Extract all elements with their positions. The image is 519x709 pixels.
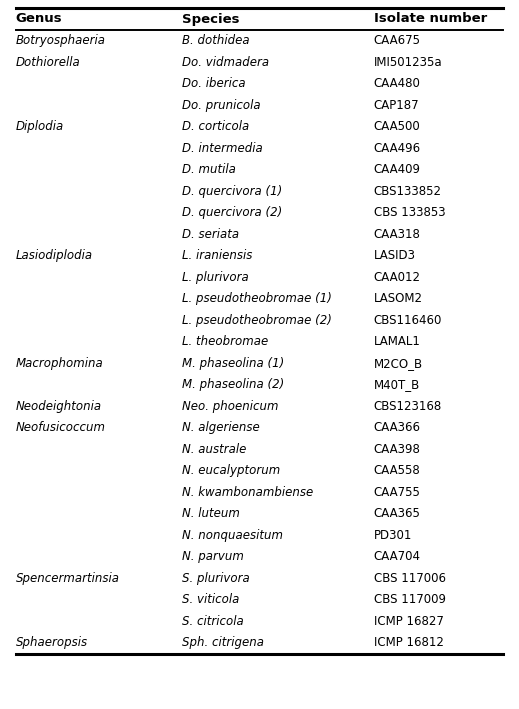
Text: Dothiorella: Dothiorella (16, 56, 80, 69)
Text: D. mutila: D. mutila (182, 163, 236, 177)
Text: CBS 117006: CBS 117006 (374, 571, 446, 585)
Text: N. kwambonambiense: N. kwambonambiense (182, 486, 313, 498)
Text: CAA012: CAA012 (374, 271, 421, 284)
Text: Botryosphaeria: Botryosphaeria (16, 34, 105, 48)
Text: D. seriata: D. seriata (182, 228, 239, 241)
Text: CAA318: CAA318 (374, 228, 420, 241)
Text: Macrophomina: Macrophomina (16, 357, 103, 370)
Text: Isolate number: Isolate number (374, 13, 487, 26)
Text: Spencermartinsia: Spencermartinsia (16, 571, 119, 585)
Text: N. luteum: N. luteum (182, 507, 240, 520)
Text: CAA558: CAA558 (374, 464, 420, 477)
Text: D. quercivora (1): D. quercivora (1) (182, 185, 282, 198)
Text: PD301: PD301 (374, 529, 412, 542)
Text: CAA500: CAA500 (374, 121, 420, 133)
Text: Sphaeropsis: Sphaeropsis (16, 636, 88, 649)
Text: CAA704: CAA704 (374, 550, 421, 563)
Text: L. theobromae: L. theobromae (182, 335, 268, 348)
Text: LASOM2: LASOM2 (374, 292, 422, 306)
Text: ICMP 16812: ICMP 16812 (374, 636, 444, 649)
Text: Lasiodiplodia: Lasiodiplodia (16, 250, 93, 262)
Text: N. australe: N. australe (182, 442, 246, 456)
Text: Neodeightonia: Neodeightonia (16, 400, 102, 413)
Text: CAA365: CAA365 (374, 507, 420, 520)
Text: S. plurivora: S. plurivora (182, 571, 250, 585)
Text: N. parvum: N. parvum (182, 550, 243, 563)
Text: L. iraniensis: L. iraniensis (182, 250, 252, 262)
Text: CAA755: CAA755 (374, 486, 420, 498)
Text: N. eucalyptorum: N. eucalyptorum (182, 464, 280, 477)
Text: LAMAL1: LAMAL1 (374, 335, 420, 348)
Text: Neo. phoenicum: Neo. phoenicum (182, 400, 278, 413)
Text: CAP187: CAP187 (374, 99, 419, 112)
Text: CAA409: CAA409 (374, 163, 421, 177)
Text: CAA480: CAA480 (374, 77, 420, 90)
Text: CBS133852: CBS133852 (374, 185, 442, 198)
Text: ICMP 16827: ICMP 16827 (374, 615, 444, 627)
Text: CBS116460: CBS116460 (374, 314, 442, 327)
Text: N. nonquaesitum: N. nonquaesitum (182, 529, 283, 542)
Text: D. intermedia: D. intermedia (182, 142, 263, 155)
Text: Species: Species (182, 13, 239, 26)
Text: L. pseudotheobromae (1): L. pseudotheobromae (1) (182, 292, 332, 306)
Text: CBS123168: CBS123168 (374, 400, 442, 413)
Text: S. citricola: S. citricola (182, 615, 243, 627)
Text: L. plurivora: L. plurivora (182, 271, 249, 284)
Text: M. phaseolina (1): M. phaseolina (1) (182, 357, 284, 370)
Text: IMI501235a: IMI501235a (374, 56, 442, 69)
Text: L. pseudotheobromae (2): L. pseudotheobromae (2) (182, 314, 332, 327)
Text: D. quercivora (2): D. quercivora (2) (182, 206, 282, 219)
Text: Do. vidmadera: Do. vidmadera (182, 56, 269, 69)
Text: CBS 133853: CBS 133853 (374, 206, 445, 219)
Text: D. corticola: D. corticola (182, 121, 249, 133)
Text: Genus: Genus (16, 13, 62, 26)
Text: LASID3: LASID3 (374, 250, 416, 262)
Text: S. viticola: S. viticola (182, 593, 239, 606)
Text: CAA398: CAA398 (374, 442, 420, 456)
Text: B. dothidea: B. dothidea (182, 34, 249, 48)
Text: Do. prunicola: Do. prunicola (182, 99, 260, 112)
Text: CAA675: CAA675 (374, 34, 421, 48)
Text: Sph. citrigena: Sph. citrigena (182, 636, 264, 649)
Text: Do. iberica: Do. iberica (182, 77, 245, 90)
Text: CAA366: CAA366 (374, 421, 421, 434)
Text: Diplodia: Diplodia (16, 121, 64, 133)
Text: Neofusicoccum: Neofusicoccum (16, 421, 105, 434)
Text: CAA496: CAA496 (374, 142, 421, 155)
Text: M40T_B: M40T_B (374, 378, 420, 391)
Text: N. algeriense: N. algeriense (182, 421, 260, 434)
Text: M. phaseolina (2): M. phaseolina (2) (182, 378, 284, 391)
Text: CBS 117009: CBS 117009 (374, 593, 446, 606)
Text: M2CO_B: M2CO_B (374, 357, 423, 370)
